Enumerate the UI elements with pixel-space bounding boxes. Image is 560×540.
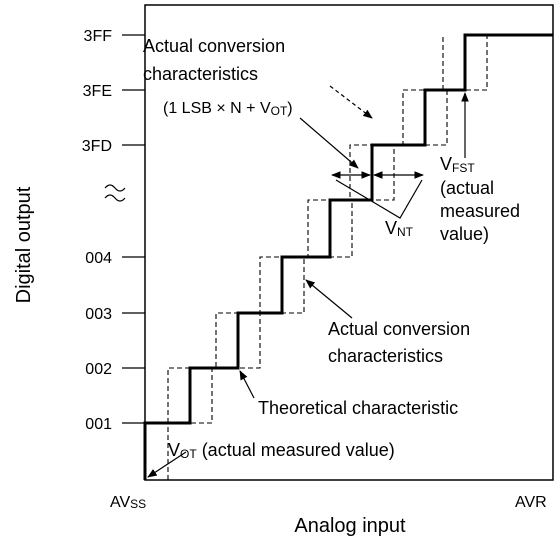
lower-actual-1: Actual conversion [328,319,470,339]
tick-marks [122,34,145,424]
x-axis-label: Analog input [294,515,406,537]
vfst-line: (actual [440,178,494,198]
vot: VOT (actual measured value) [168,440,395,461]
axis-break [104,184,126,202]
vfst-line: value) [440,224,489,244]
vfst: VFST [440,154,475,175]
x-start: AVSS [110,494,146,511]
y-tick-label: 3FD [82,138,112,155]
lower-actual-2: characteristics [328,346,443,366]
upper-actual-2: characteristics [143,64,258,84]
y-axis-label: Digital output [13,186,35,303]
y-tick-label: 3FF [84,28,113,45]
vfst-line: measured [440,201,520,221]
y-tick-label: 3FE [83,83,112,100]
y-tick-labels: 3FF 3FE 3FD 004 003 002 001 [82,28,112,433]
frame [144,4,554,481]
theoretical-label: Theoretical characteristic [258,398,458,418]
y-tick-label: 001 [85,416,112,433]
formula: (1 LSB × N + VOT) [163,100,293,118]
x-end: AVR [515,494,547,511]
y-tick-label: 003 [85,306,112,323]
vnt: VNT [385,218,414,239]
actual-left [167,35,444,423]
upper-actual-1: Actual conversion [143,36,285,56]
y-tick-label: 004 [85,250,112,267]
arrows [147,85,469,478]
theoretical [143,33,553,480]
y-tick-label: 002 [85,361,112,378]
